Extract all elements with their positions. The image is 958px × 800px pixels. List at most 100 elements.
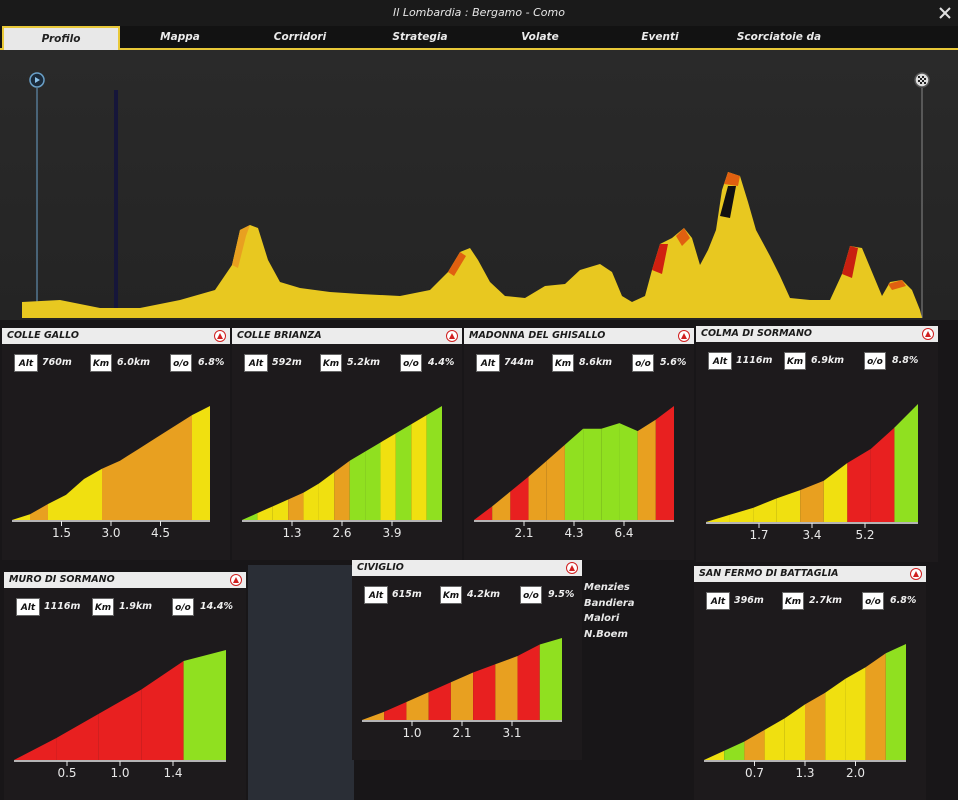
gradient-label: o/o [400,354,422,372]
climb-name: Colle Gallo [2,328,230,344]
tab-scorciatoie[interactable]: Scorciatoie da tastiera [736,31,822,65]
climb-segment [14,738,57,760]
climb-segment [784,704,805,760]
climb-tick-label: 4.3 [564,526,584,540]
climb-profile-chart [14,650,226,766]
climb-segment [753,498,777,522]
climb-category-icon[interactable] [566,562,578,574]
rider-name: Malori [584,613,620,624]
climb-panel: Colma di Sormano Alt 1116m Km 6.9km o/o 8.8% 1.… [696,326,938,562]
altitude-value: 1116m [736,355,773,366]
climb-segment [474,506,493,520]
tab-corridori[interactable]: Corridori [273,31,327,43]
climb-segment [272,499,289,520]
climb-tick-label: 3.9 [382,526,402,540]
climb-category-icon[interactable] [678,330,690,342]
climb-profile-chart [242,406,442,526]
climb-segment [825,678,846,760]
climb-segment [334,460,350,520]
climb-tick-label: 2.0 [845,766,866,780]
climb-segment [805,692,826,760]
climb-segment [845,667,866,760]
climb-segment [102,460,120,520]
climb-profile-chart [12,406,210,526]
climb-marker [232,225,250,268]
climb-category-icon[interactable] [446,330,458,342]
altitude-label: Alt [16,598,40,616]
stage-profile-chart [22,72,930,318]
climb-segment [56,713,99,760]
climb-segment [141,661,184,760]
altitude-value: 592m [272,357,302,368]
gradient-value: 5.6% [660,357,687,368]
climb-segment [380,433,396,520]
climb-segment [601,423,620,520]
tab-volate[interactable]: Volate [521,31,559,43]
climb-segment [174,415,192,520]
length-value: 2.7km [809,595,843,606]
climb-segment [12,514,30,520]
climb-marker [652,244,668,274]
climb-segment [450,672,474,720]
climb-stats: Alt 760m Km 6.0km o/o 6.8% [2,354,230,374]
climb-stats: Alt 744m Km 8.6km o/o 5.6% [464,354,694,374]
climb-stats: Alt 592m Km 5.2km o/o 4.4% [232,354,462,374]
tab-mappa[interactable]: Mappa [160,31,200,43]
climb-segment [655,406,674,520]
climb-segment [30,504,48,520]
altitude-label: Alt [708,352,732,370]
climb-segment [98,689,142,760]
altitude-value: 744m [504,357,534,368]
climb-tick-label: 1.3 [795,766,815,780]
climb-category-icon[interactable] [910,568,922,580]
climb-segment [744,729,765,760]
climb-segment [637,419,656,520]
climb-segment [48,494,66,520]
climb-segment [517,644,540,720]
altitude-label: Alt [706,592,730,610]
climb-category-icon[interactable] [922,328,934,340]
gradient-value: 6.8% [198,357,225,368]
length-value: 6.9km [811,355,845,366]
climb-profile-chart [704,644,906,766]
climb-name: San Fermo di Battaglia [694,566,926,582]
climb-tick-label: 1.3 [282,526,302,540]
tab-eventi[interactable]: Eventi [641,31,679,43]
altitude-label: Alt [476,354,500,372]
background-photo-riders [248,565,354,800]
finish-flag-icon [914,72,930,88]
climb-segment [318,472,335,520]
climb-name: Colle Brianza [232,328,462,344]
climb-segment [365,442,381,520]
climb-segment [776,490,801,522]
climb-segment [242,513,258,520]
gradient-label: o/o [172,598,194,616]
length-label: Km [784,352,806,370]
climb-tick-label: 5.2 [855,528,875,542]
climb-segment [764,718,785,760]
tab-profilo[interactable]: Profilo [2,26,120,50]
climb-stats: Alt 396m Km 2.7km o/o 6.8% [694,592,926,612]
elevation-profile [22,172,922,318]
rider-list: Menzies Bandiera Malori N.Boem [584,580,654,642]
climb-marker [842,246,858,278]
climb-category-icon[interactable] [230,574,242,586]
climb-marker [676,228,690,246]
climb-segment [539,638,562,720]
climb-segment [510,476,529,520]
altitude-value: 396m [734,595,764,606]
climb-category-icon[interactable] [214,330,226,342]
climb-segment [847,448,871,522]
climb-segment [406,692,429,720]
climb-profile-chart [362,638,562,726]
climb-panel: Madonna del Ghisallo Alt 744m Km 8.6km o/o 5.6… [464,328,694,560]
climb-marker [724,172,740,186]
climb-profile-chart [706,404,918,528]
climb-tick-label: 1.0 [402,726,422,740]
climb-segment [288,492,304,520]
tab-strategia[interactable]: Strategia [392,31,448,43]
climb-segment [729,507,754,522]
length-label: Km [440,586,462,604]
length-value: 1.9km [119,601,153,612]
close-button[interactable] [932,0,958,26]
